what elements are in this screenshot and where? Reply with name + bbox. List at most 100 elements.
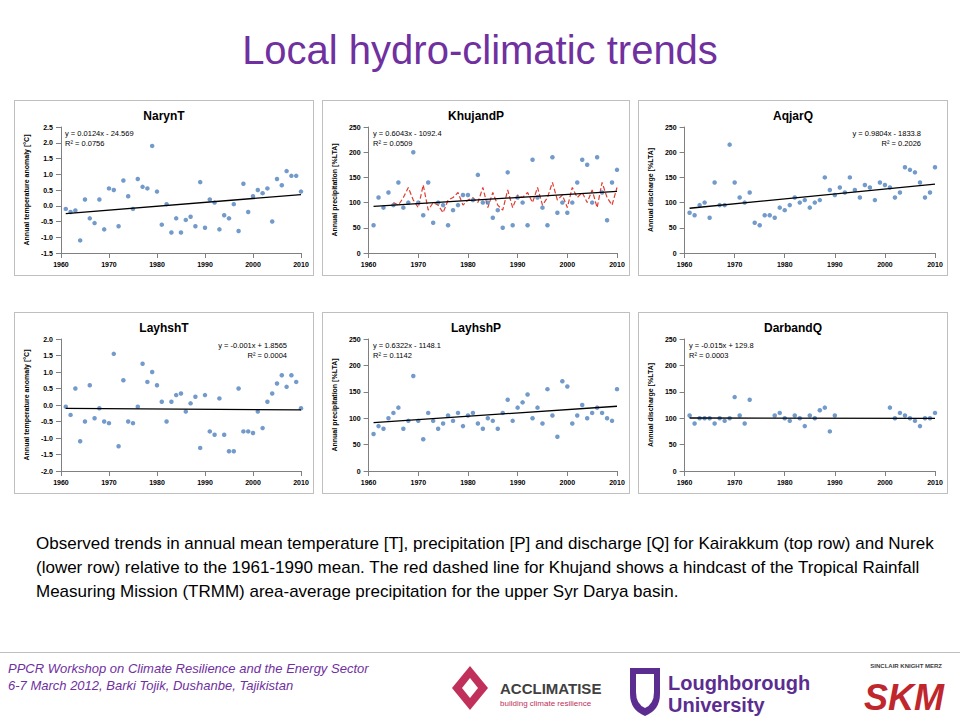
svg-text:R² = 0.1142: R² = 0.1142 — [373, 351, 412, 360]
svg-text:1960: 1960 — [53, 479, 69, 486]
svg-text:y = 0.9804x - 1833.8: y = 0.9804x - 1833.8 — [852, 129, 921, 138]
svg-text:1990: 1990 — [197, 479, 213, 486]
svg-text:DarbandQ: DarbandQ — [764, 321, 822, 335]
svg-text:Annual precipitation [%LTA]: Annual precipitation [%LTA] — [331, 143, 339, 236]
svg-text:50: 50 — [353, 441, 361, 448]
svg-text:1980: 1980 — [777, 479, 793, 486]
svg-text:200: 200 — [665, 362, 677, 369]
svg-text:y = 0.6322x - 1148.1: y = 0.6322x - 1148.1 — [373, 341, 441, 350]
svg-text:R² = 0.0509: R² = 0.0509 — [373, 139, 412, 148]
svg-text:building climate resilience: building climate resilience — [500, 699, 592, 708]
svg-text:ACCLIMATISE: ACCLIMATISE — [500, 680, 601, 697]
svg-text:Annual temperature anomaly [°C: Annual temperature anomaly [°C] — [23, 350, 31, 461]
svg-text:2010: 2010 — [609, 261, 625, 268]
svg-text:100: 100 — [665, 415, 677, 422]
svg-text:AqjarQ: AqjarQ — [773, 109, 813, 123]
svg-text:1960: 1960 — [677, 261, 693, 268]
svg-text:0.0: 0.0 — [43, 202, 53, 209]
svg-text:50: 50 — [669, 441, 677, 448]
svg-text:1960: 1960 — [361, 261, 377, 268]
svg-text:0: 0 — [673, 468, 677, 475]
svg-text:2010: 2010 — [927, 479, 943, 486]
svg-text:2000: 2000 — [877, 479, 893, 486]
svg-text:0.0: 0.0 — [43, 402, 53, 409]
svg-text:0: 0 — [357, 468, 361, 475]
svg-text:R² = 0.0756: R² = 0.0756 — [65, 139, 104, 148]
svg-text:1.0: 1.0 — [43, 171, 53, 178]
svg-text:SINCLAIR KNIGHT MERZ: SINCLAIR KNIGHT MERZ — [870, 663, 942, 669]
svg-text:50: 50 — [669, 224, 677, 231]
svg-text:-1.0: -1.0 — [41, 234, 53, 241]
svg-text:2010: 2010 — [293, 261, 309, 268]
svg-text:0: 0 — [673, 250, 677, 257]
svg-text:1990: 1990 — [197, 261, 213, 268]
svg-text:2000: 2000 — [877, 261, 893, 268]
svg-text:250: 250 — [665, 124, 677, 131]
svg-text:0.5: 0.5 — [43, 385, 53, 392]
svg-text:2.0: 2.0 — [43, 336, 53, 343]
svg-text:1.0: 1.0 — [43, 369, 53, 376]
svg-text:150: 150 — [349, 388, 361, 395]
svg-text:y = -0.015x + 129.8: y = -0.015x + 129.8 — [689, 341, 754, 350]
svg-text:100: 100 — [349, 199, 361, 206]
svg-text:1980: 1980 — [460, 261, 476, 268]
svg-text:150: 150 — [665, 388, 677, 395]
svg-text:Annual precipitation [%LTA]: Annual precipitation [%LTA] — [331, 358, 339, 451]
svg-text:1.5: 1.5 — [43, 352, 53, 359]
svg-text:200: 200 — [349, 362, 361, 369]
svg-text:250: 250 — [349, 124, 361, 131]
svg-text:1980: 1980 — [149, 261, 165, 268]
svg-text:LayhshP: LayhshP — [451, 321, 501, 335]
svg-text:0: 0 — [357, 250, 361, 257]
svg-text:University: University — [668, 694, 766, 716]
svg-text:1960: 1960 — [361, 479, 377, 486]
svg-text:0.5: 0.5 — [43, 187, 53, 194]
svg-text:2010: 2010 — [609, 479, 625, 486]
svg-text:2000: 2000 — [245, 479, 261, 486]
svg-text:100: 100 — [349, 415, 361, 422]
svg-text:1970: 1970 — [101, 261, 117, 268]
svg-text:2010: 2010 — [293, 479, 309, 486]
svg-text:KhujandP: KhujandP — [448, 109, 504, 123]
svg-text:2.5: 2.5 — [43, 124, 53, 131]
svg-text:-2.0: -2.0 — [41, 468, 53, 475]
svg-text:200: 200 — [665, 149, 677, 156]
svg-text:R² = 0.0003: R² = 0.0003 — [689, 351, 728, 360]
svg-text:1970: 1970 — [727, 261, 743, 268]
svg-text:1970: 1970 — [101, 479, 117, 486]
svg-text:R² = 0.2026: R² = 0.2026 — [882, 139, 921, 148]
svg-text:Loughborough: Loughborough — [668, 672, 810, 694]
svg-text:y = 0.0124x - 24.569: y = 0.0124x - 24.569 — [65, 129, 134, 138]
svg-text:-0.5: -0.5 — [41, 218, 53, 225]
svg-text:SKM: SKM — [864, 677, 945, 718]
svg-text:y = -0.001x + 1.8565: y = -0.001x + 1.8565 — [218, 341, 287, 350]
svg-text:250: 250 — [349, 336, 361, 343]
svg-text:Annual temperature anomaly [°C: Annual temperature anomaly [°C] — [23, 135, 31, 246]
svg-text:2000: 2000 — [560, 261, 576, 268]
svg-text:1990: 1990 — [827, 261, 843, 268]
svg-text:2010: 2010 — [927, 261, 943, 268]
svg-text:-1.5: -1.5 — [41, 250, 53, 257]
svg-text:1980: 1980 — [777, 261, 793, 268]
svg-text:1980: 1980 — [460, 479, 476, 486]
svg-text:1970: 1970 — [410, 479, 426, 486]
svg-text:2000: 2000 — [560, 479, 576, 486]
svg-text:Annual discharge [%LTA]: Annual discharge [%LTA] — [647, 148, 655, 232]
svg-text:2000: 2000 — [245, 261, 261, 268]
svg-text:250: 250 — [665, 336, 677, 343]
svg-text:1.5: 1.5 — [43, 155, 53, 162]
svg-text:100: 100 — [665, 199, 677, 206]
svg-text:1970: 1970 — [727, 479, 743, 486]
svg-text:R² = 0.0004: R² = 0.0004 — [248, 351, 287, 360]
svg-text:-1.0: -1.0 — [41, 435, 53, 442]
svg-text:150: 150 — [349, 174, 361, 181]
svg-text:y = 0.6043x - 1092.4: y = 0.6043x - 1092.4 — [373, 129, 442, 138]
svg-text:1990: 1990 — [510, 479, 526, 486]
svg-text:LayhshT: LayhshT — [139, 321, 189, 335]
svg-text:1960: 1960 — [53, 261, 69, 268]
svg-text:Annual discharge [%LTA]: Annual discharge [%LTA] — [647, 363, 655, 447]
svg-text:-0.5: -0.5 — [41, 418, 53, 425]
svg-text:1980: 1980 — [149, 479, 165, 486]
svg-text:-1.5: -1.5 — [41, 451, 53, 458]
svg-text:2.0: 2.0 — [43, 139, 53, 146]
